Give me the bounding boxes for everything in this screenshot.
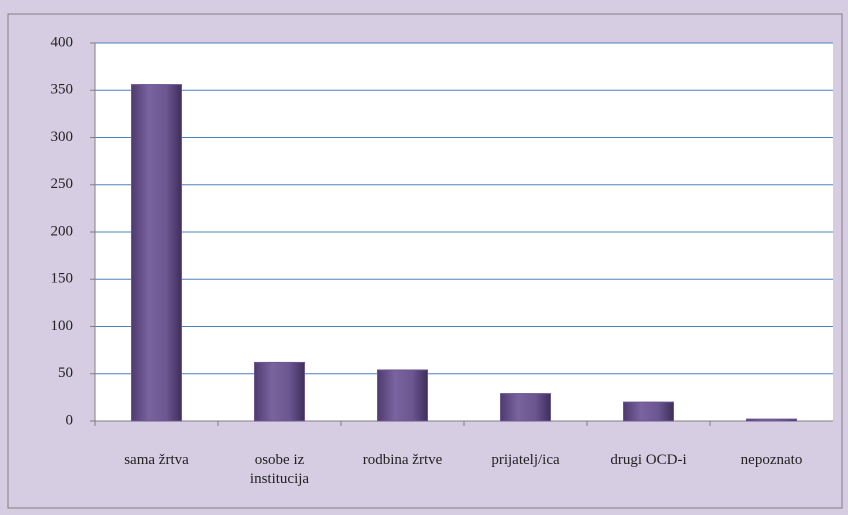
bar xyxy=(377,369,428,422)
y-tick-label: 0 xyxy=(66,412,74,428)
x-tick-label: osobe iz institucija xyxy=(249,452,310,487)
x-tick-label: nepoznato xyxy=(740,452,803,468)
x-tick-label: prijatelj/ica xyxy=(491,452,560,468)
y-tick-label: 50 xyxy=(58,365,73,381)
y-tick-label: 300 xyxy=(51,129,74,145)
y-tick-label: 150 xyxy=(51,271,74,287)
y-tick-label: 350 xyxy=(51,82,74,98)
y-tick-label: 100 xyxy=(51,318,74,334)
bar xyxy=(500,393,551,422)
bar xyxy=(746,418,797,422)
y-tick-label: 200 xyxy=(51,223,74,239)
y-tick-label: 400 xyxy=(51,34,74,50)
x-tick-label: sama žrtva xyxy=(124,452,189,468)
x-tick-label: rodbina žrtve xyxy=(362,452,443,468)
y-tick-label: 250 xyxy=(51,176,74,192)
bar xyxy=(623,401,674,422)
bar xyxy=(131,84,182,422)
bar xyxy=(254,361,305,422)
x-tick-label: drugi OCD-i xyxy=(610,452,687,468)
